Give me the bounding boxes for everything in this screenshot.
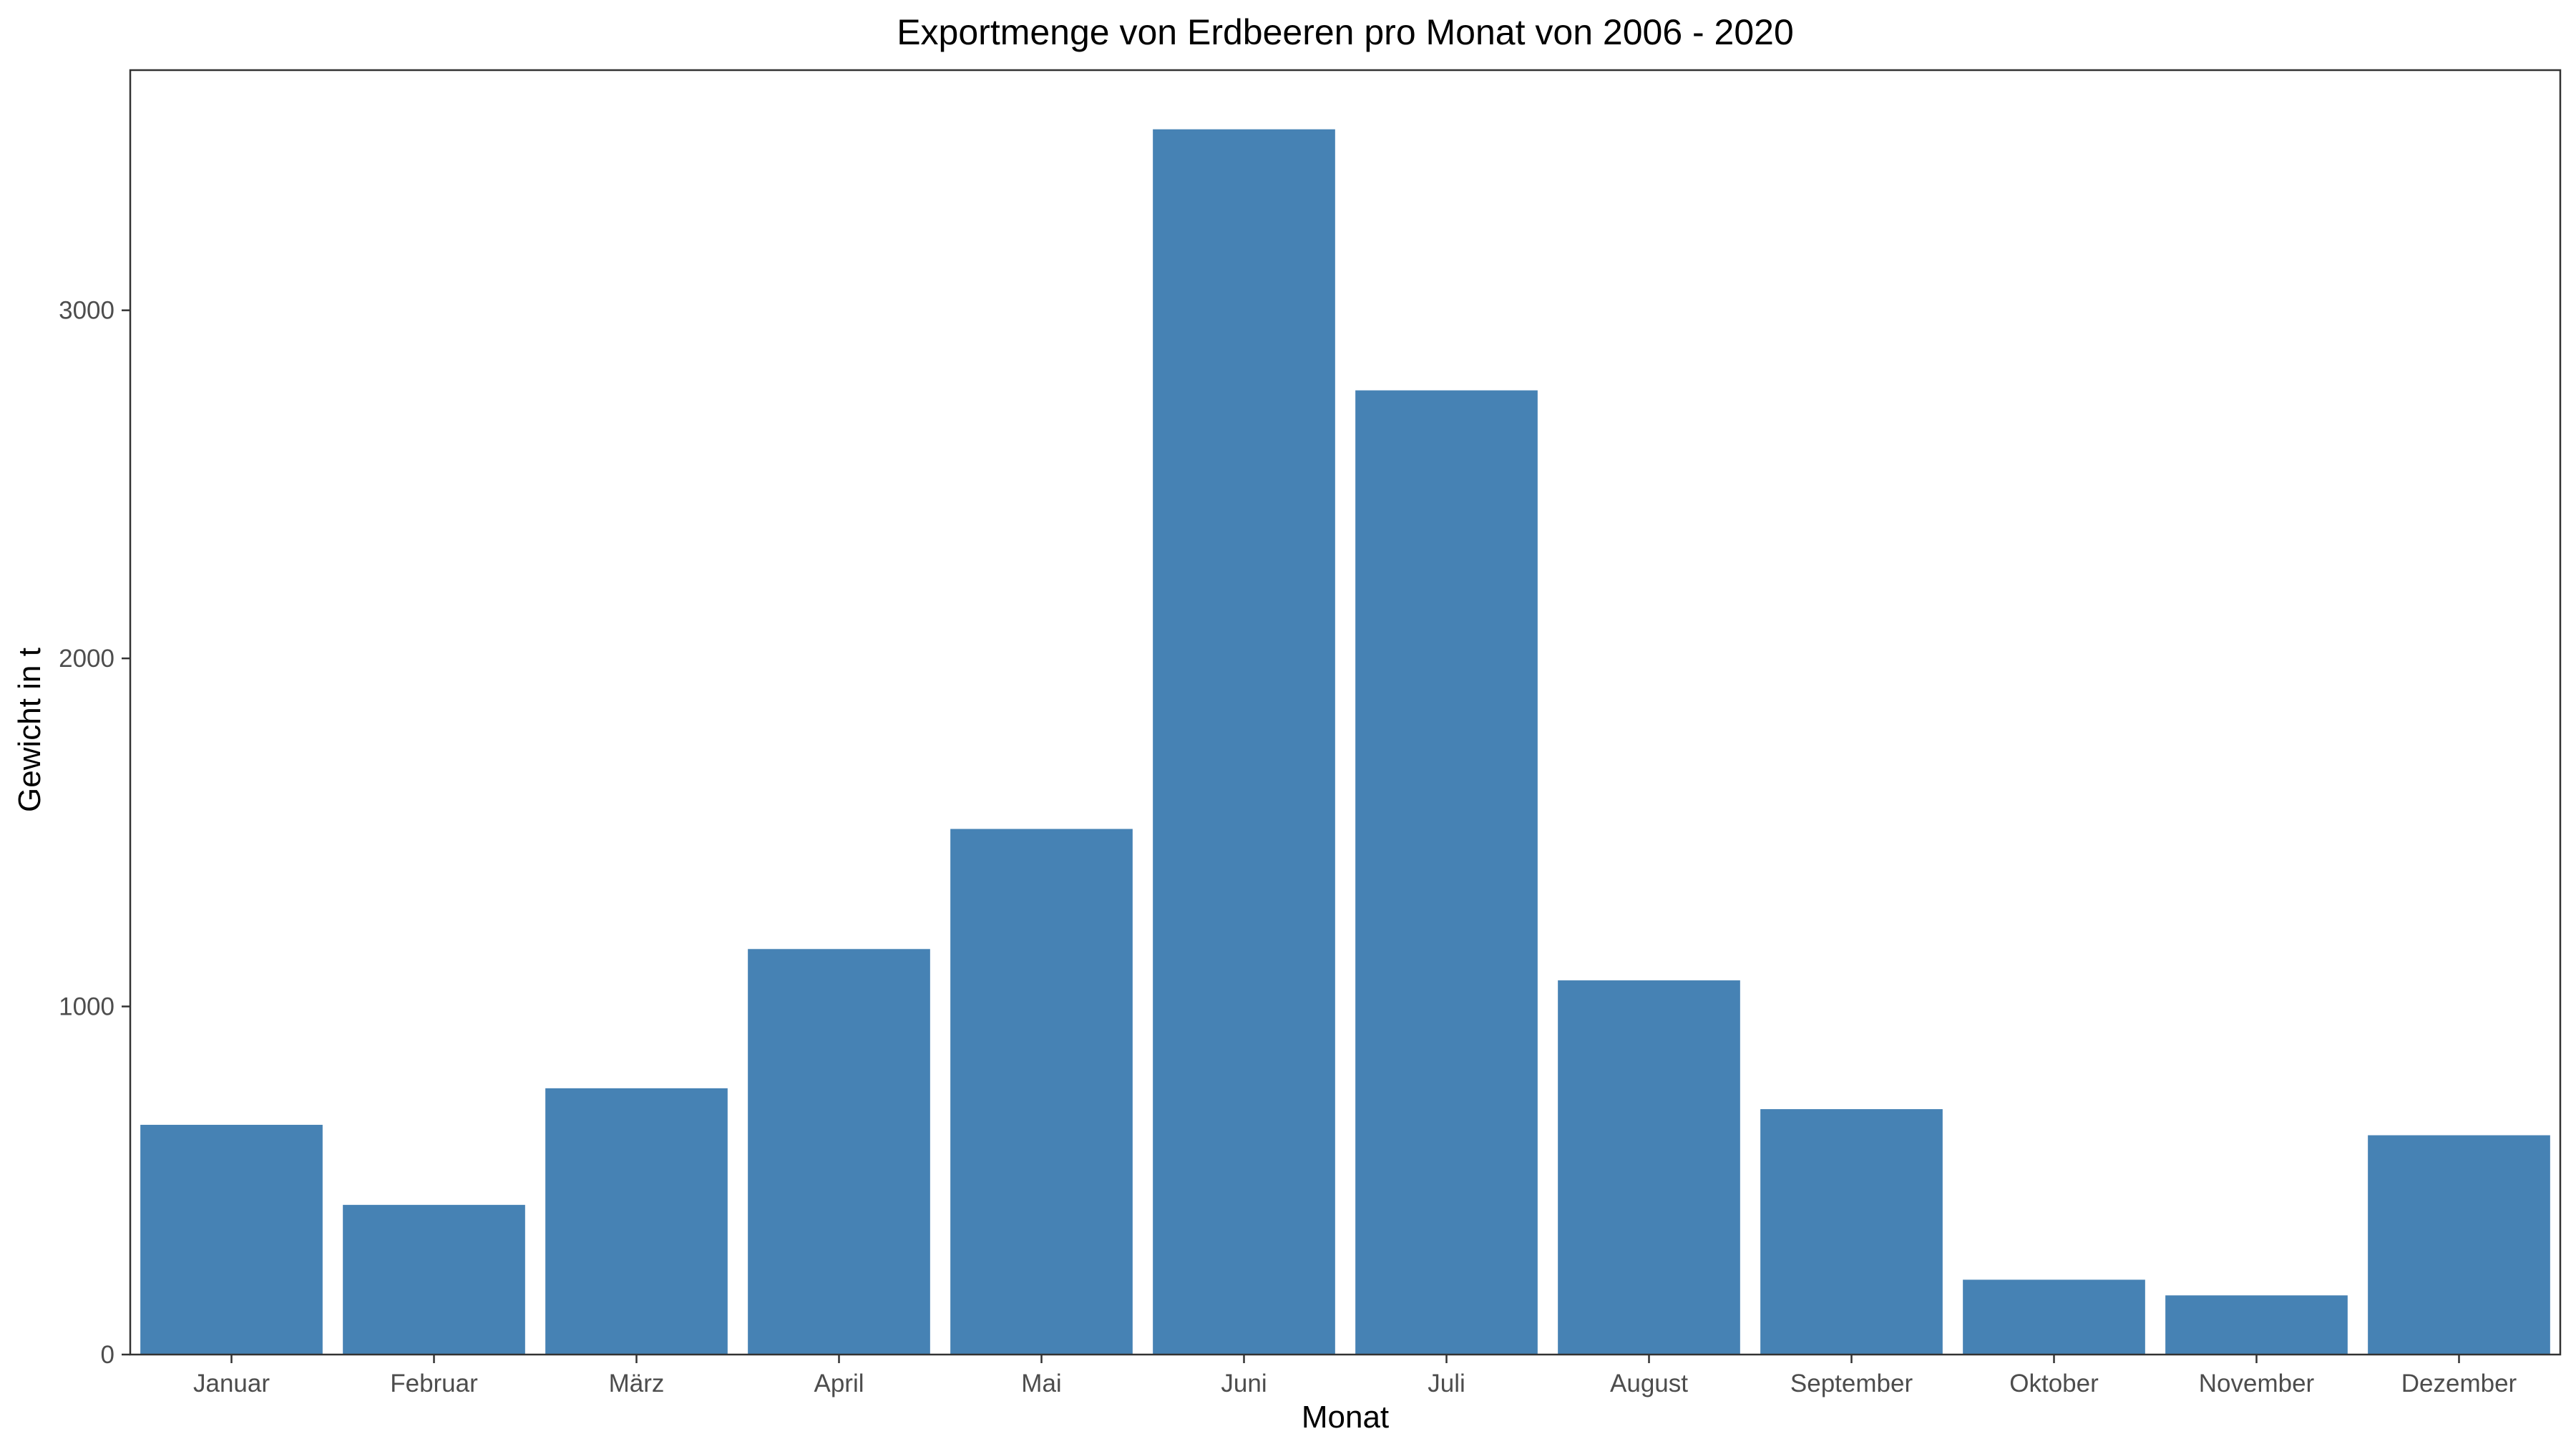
bar-märz bbox=[545, 1088, 728, 1355]
x-tick-label: Juli bbox=[1428, 1370, 1465, 1397]
x-tick-label: Dezember bbox=[2401, 1370, 2517, 1397]
bar-mai bbox=[950, 829, 1133, 1355]
bar-august bbox=[1558, 980, 1740, 1355]
y-tick-label: 3000 bbox=[59, 297, 114, 325]
y-axis-ticks: 0 1000 2000 3000 bbox=[59, 297, 130, 1369]
bars-group bbox=[140, 129, 2550, 1355]
y-tick-label: 0 bbox=[101, 1341, 114, 1369]
y-tick-label: 2000 bbox=[59, 645, 114, 673]
x-tick-label: April bbox=[814, 1370, 864, 1397]
bar-januar bbox=[140, 1124, 323, 1355]
x-tick-label: Mai bbox=[1021, 1370, 1061, 1397]
x-axis-title: Monat bbox=[1302, 1400, 1389, 1435]
x-axis-ticks: Januar Februar März April Mai Juni Juli August S… bbox=[193, 1355, 2517, 1397]
bar-juli bbox=[1355, 390, 1538, 1355]
y-tick-label: 1000 bbox=[59, 993, 114, 1021]
plot-panel-border bbox=[129, 69, 2562, 1356]
bar-dezember bbox=[2368, 1135, 2550, 1355]
x-tick-label: Oktober bbox=[2009, 1370, 2099, 1397]
x-tick-label: Januar bbox=[193, 1370, 270, 1397]
x-tick-label: März bbox=[609, 1370, 665, 1397]
bar-oktober bbox=[1963, 1279, 2145, 1355]
x-tick-label: Juni bbox=[1221, 1370, 1267, 1397]
y-axis-title: Gewicht in t bbox=[12, 648, 47, 812]
x-tick-label: August bbox=[1610, 1370, 1688, 1397]
bar-juni bbox=[1153, 129, 1335, 1355]
x-tick-label: November bbox=[2199, 1370, 2315, 1397]
bar-september bbox=[1760, 1109, 1943, 1355]
bar-februar bbox=[343, 1204, 525, 1355]
bar-april bbox=[748, 949, 930, 1355]
x-tick-label: September bbox=[1790, 1370, 1913, 1397]
x-tick-label: Februar bbox=[390, 1370, 478, 1397]
chart-title: Exportmenge von Erdbeeren pro Monat von … bbox=[897, 12, 1794, 52]
bar-november bbox=[2165, 1295, 2348, 1355]
